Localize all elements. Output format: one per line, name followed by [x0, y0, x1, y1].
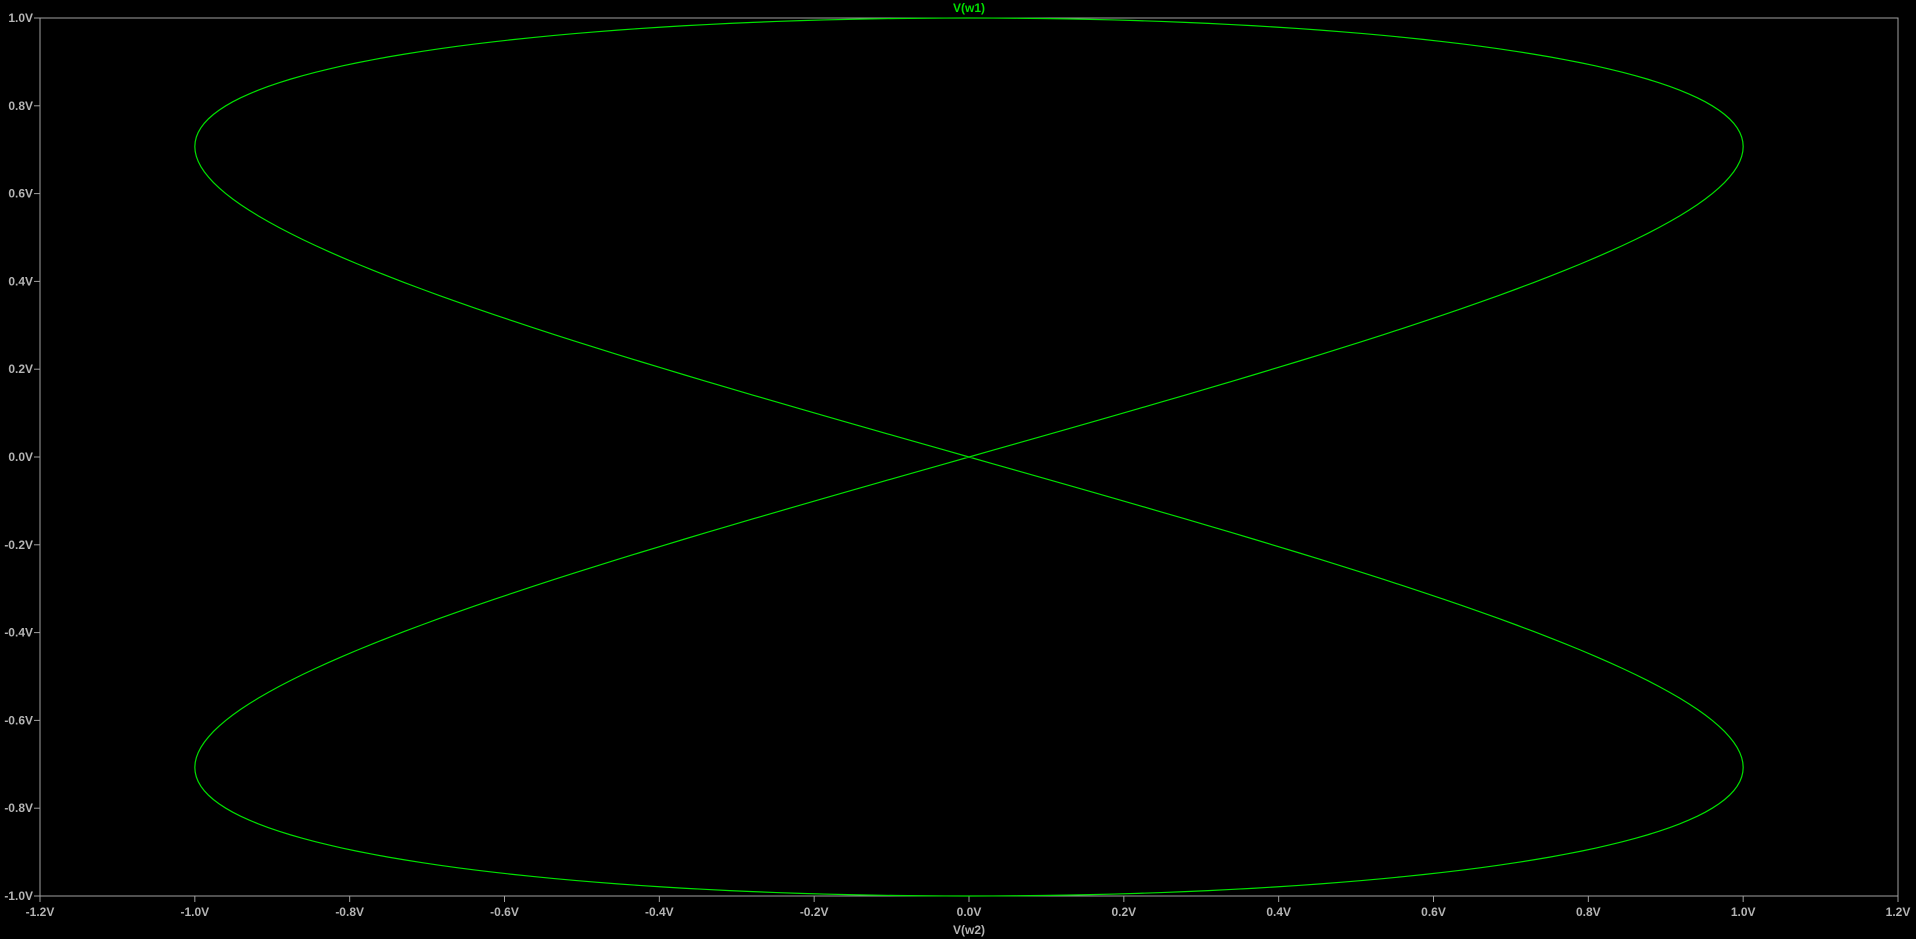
x-tick-label: -0.4V	[645, 905, 674, 919]
x-tick-label: 0.4V	[1266, 905, 1291, 919]
x-axis-label[interactable]: V(w2)	[953, 923, 985, 937]
x-tick-label: -0.8V	[335, 905, 364, 919]
y-tick-label: 0.2V	[8, 362, 33, 376]
trace-title[interactable]: V(w1)	[953, 1, 985, 15]
y-tick-label: -0.4V	[4, 626, 33, 640]
x-tick-label: -0.2V	[800, 905, 829, 919]
y-tick-label: -0.6V	[4, 713, 33, 727]
x-tick-label: 0.8V	[1576, 905, 1601, 919]
x-tick-label: 1.2V	[1886, 905, 1911, 919]
x-tick-label: -1.0V	[180, 905, 209, 919]
x-tick-label: -0.6V	[490, 905, 519, 919]
y-tick-label: 0.6V	[8, 187, 33, 201]
x-tick-label: 0.2V	[1111, 905, 1136, 919]
x-tick-label: -1.2V	[26, 905, 55, 919]
y-tick-label: -0.2V	[4, 538, 33, 552]
x-tick-label: 0.6V	[1421, 905, 1446, 919]
x-tick-label: 1.0V	[1731, 905, 1756, 919]
x-tick-label: 0.0V	[957, 905, 982, 919]
y-tick-label: 0.8V	[8, 99, 33, 113]
y-tick-label: 0.4V	[8, 274, 33, 288]
y-tick-label: 0.0V	[8, 450, 33, 464]
y-tick-label: -0.8V	[4, 801, 33, 815]
y-tick-label: 1.0V	[8, 11, 33, 25]
trace-v-w1-vs-v-w2	[195, 18, 1743, 896]
y-tick-label: -1.0V	[4, 889, 33, 903]
